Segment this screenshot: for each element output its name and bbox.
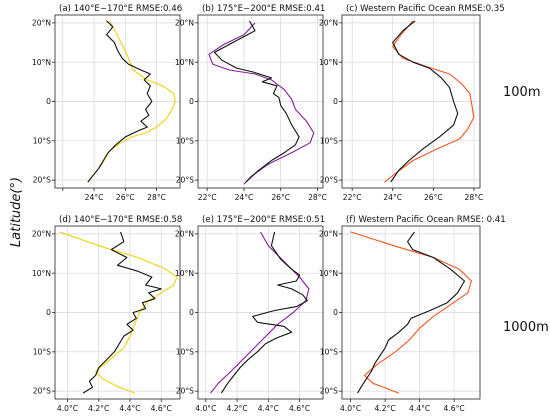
y-tick-label: 0 [189, 308, 194, 317]
series-line-1 [87, 20, 153, 183]
x-tick-label: 4.4°C [258, 404, 279, 413]
y-tick-label: 20°S [176, 387, 194, 396]
series-line-1 [357, 231, 466, 394]
y-tick-label: 10°N [319, 269, 338, 278]
series-line-1 [220, 231, 308, 394]
x-tick-label: 28°C [465, 193, 484, 202]
y-tick-label: 10°N [32, 269, 51, 278]
series-line-0 [350, 231, 472, 394]
y-tick-label: 20°N [32, 229, 51, 238]
y-tick-label: 10°N [175, 58, 194, 67]
x-tick-label: 24°C [383, 193, 402, 202]
y-tick-label: 0 [333, 308, 338, 317]
panel-title: (e) 175°E−200°E RMSE:0.51 [202, 215, 325, 225]
x-tick-label: 26°C [424, 193, 443, 202]
x-tick-label: 4.2°C [88, 404, 109, 413]
x-tick-label: 4.6°C [444, 404, 465, 413]
x-tick-label: 4.6°C [289, 404, 310, 413]
x-tick-label: 4.2°C [226, 404, 247, 413]
y-tick-label: 20°N [319, 229, 338, 238]
x-tick-label: 26°C [271, 193, 290, 202]
series-line-0 [59, 231, 178, 394]
y-tick-label: 20°N [175, 18, 194, 27]
y-tick-label: 20°S [320, 387, 338, 396]
y-tick-label: 10°S [176, 136, 194, 145]
series-line-0 [88, 20, 176, 181]
y-tick-label: 0 [189, 97, 194, 106]
row-label-100m: 100m [503, 85, 540, 100]
y-tick-label: 10°S [176, 347, 194, 356]
y-tick-label: 20°N [175, 229, 194, 238]
y-tick-label: 10°S [33, 347, 51, 356]
x-tick-label: 4.2°C [375, 404, 396, 413]
series-line-1 [390, 20, 459, 183]
row-label-1000m: 1000m [503, 320, 549, 335]
x-tick-label: 22°C [198, 193, 217, 202]
y-tick-label: 0 [46, 97, 51, 106]
x-tick-label: 4.6°C [151, 404, 172, 413]
y-tick-label: 10°N [32, 58, 51, 67]
y-tick-label: 20°S [33, 176, 51, 185]
series-line-0 [208, 22, 315, 185]
panel-a: 20°N 10°N 0 10°S 20°S 24°C 26°C 28°C (a) 140°E−1… [32, 4, 182, 202]
panel-title: (f) Western Pacific Ocean RMSE: 0.41 [346, 215, 506, 225]
y-tick-label: 20°N [32, 18, 51, 27]
x-tick-label: 22°C [343, 193, 362, 202]
x-tick-label: 26°C [116, 193, 135, 202]
y-tick-label: 20°S [320, 176, 338, 185]
series-line-0 [210, 231, 310, 394]
y-tick-label: 20°S [176, 176, 194, 185]
x-tick-label: 4.4°C [119, 404, 140, 413]
y-tick-label: 10°N [319, 58, 338, 67]
panel-title: (b) 175°E−200°E RMSE:0.41 [202, 4, 325, 14]
series-line-1 [82, 231, 162, 394]
y-tick-label: 10°S [33, 136, 51, 145]
panel-f: 20°N 10°N 0 10°S 20°S4.0°C 4.2°C 4.4°C 4.6°C (f)… [319, 215, 506, 413]
y-tick-label: 0 [333, 97, 338, 106]
panel-d: 20°N 10°N 0 10°S 20°S 4.0°C 4.2°C 4.4°C 4.6°C (d)… [32, 215, 183, 413]
y-tick-label: 0 [46, 308, 51, 317]
y-axis-label: Latitude(°) [9, 177, 24, 247]
series-line-1 [213, 20, 300, 183]
x-tick-label: 4.0°C [57, 404, 78, 413]
y-tick-label: 10°S [320, 347, 338, 356]
y-tick-label: 20°N [319, 18, 338, 27]
chart-panels: 20°N 10°N 0 10°S 20°S 24°C 26°C 28°C (a) 140°E−1… [32, 4, 506, 413]
x-tick-label: 24°C [235, 193, 254, 202]
panel-e: 20°N 10°N 0 10°S 20°S4.0°C 4.2°C 4.4°C 4.6°C (e)… [175, 215, 325, 413]
y-tick-label: 10°S [320, 136, 338, 145]
x-tick-label: 28°C [147, 193, 166, 202]
x-tick-label: 4.4°C [409, 404, 430, 413]
panel-title: (d) 140°E−170°E RMSE:0.58 [59, 215, 182, 225]
panel-title: (a) 140°E−170°E RMSE:0.46 [59, 4, 182, 14]
x-tick-label: 4.0°C [195, 404, 216, 413]
x-tick-label: 24°C [85, 193, 104, 202]
panel-c: 20°N 10°N 0 10°S 20°S 22°C 24°C 26°C 28°C (c) Wes… [319, 4, 505, 202]
panel-title: (c) Western Pacific Ocean RMSE:0.35 [346, 4, 505, 14]
x-tick-label: 4.0°C [340, 404, 361, 413]
x-tick-label: 28°C [308, 193, 327, 202]
y-tick-label: 20°S [33, 387, 51, 396]
panel-b: 20°N 10°N 0 10°S 20°S 22°C 24°C 26°C 28°C (b) 175… [175, 4, 327, 202]
y-tick-label: 10°N [175, 269, 194, 278]
